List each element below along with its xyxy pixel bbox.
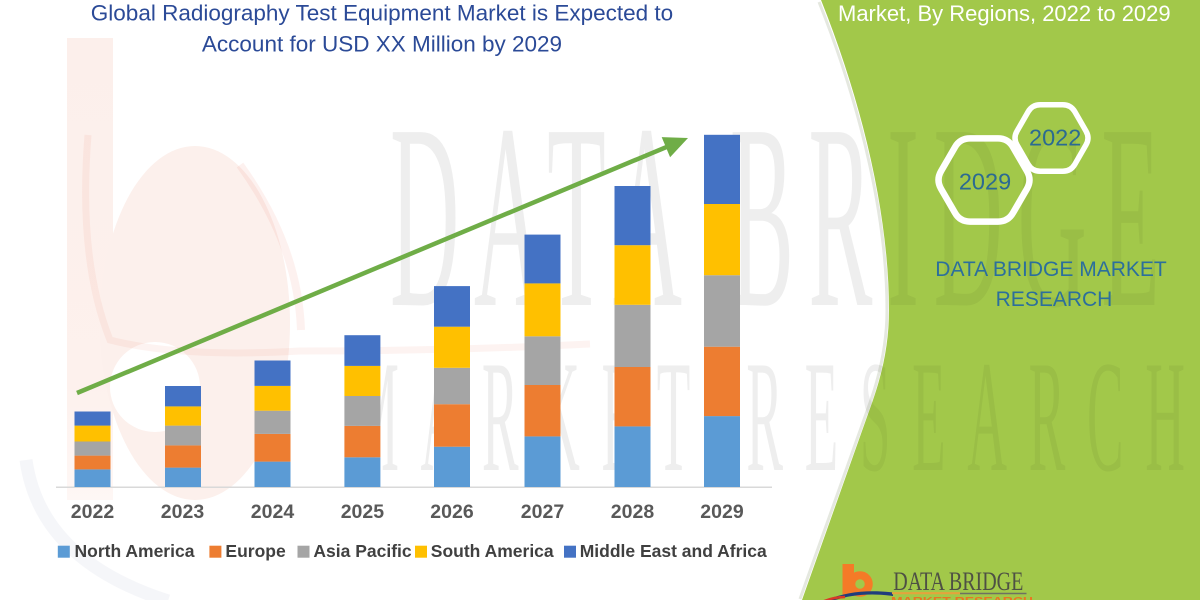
svg-text:DATA BRIDGE: DATA BRIDGE — [893, 567, 1023, 596]
svg-text:2022: 2022 — [71, 501, 115, 523]
svg-text:Europe: Europe — [225, 541, 286, 561]
svg-text:2025: 2025 — [341, 501, 385, 523]
svg-text:MARKET RESEARCH: MARKET RESEARCH — [891, 596, 1033, 600]
svg-text:North America: North America — [75, 541, 195, 561]
svg-text:Middle East and Africa: Middle East and Africa — [580, 541, 767, 561]
svg-text:Market, By Regions, 2022 to 20: Market, By Regions, 2022 to 2029 — [838, 1, 1171, 26]
svg-text:Account for USD XX Million by: Account for USD XX Million by 2029 — [202, 32, 562, 57]
svg-text:2024: 2024 — [251, 501, 295, 523]
svg-text:Asia Pacific: Asia Pacific — [313, 541, 412, 561]
svg-text:South America: South America — [431, 541, 554, 561]
svg-text:Global Radiography Test Equipm: Global Radiography Test Equipment Market… — [91, 1, 673, 26]
svg-text:2022: 2022 — [1029, 125, 1081, 151]
svg-text:2027: 2027 — [521, 501, 564, 523]
svg-text:2023: 2023 — [161, 501, 205, 523]
svg-text:DATA BRIDGE MARKET: DATA BRIDGE MARKET — [935, 258, 1167, 281]
svg-text:2029: 2029 — [700, 501, 744, 523]
svg-text:2028: 2028 — [611, 501, 655, 523]
svg-text:RESEARCH: RESEARCH — [996, 288, 1113, 311]
svg-text:2026: 2026 — [430, 501, 474, 523]
svg-text:2029: 2029 — [959, 168, 1011, 194]
